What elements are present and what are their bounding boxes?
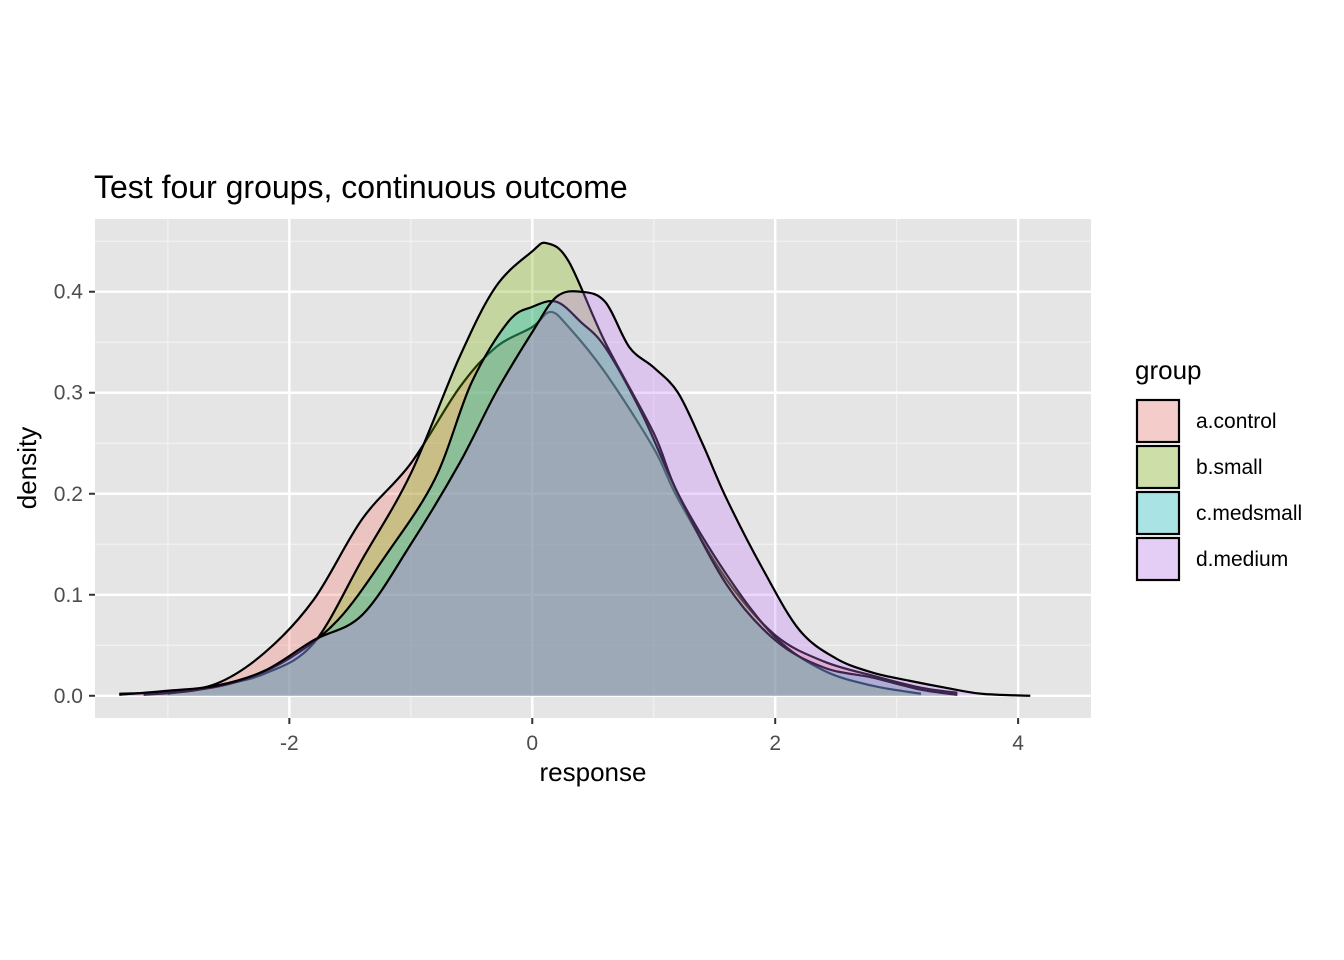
density-area-b-small [167, 242, 921, 696]
density-area-a-control [119, 311, 958, 696]
legend: group a.control b.small c.medsmall d.medium [1135, 355, 1302, 582]
legend-items: a.control b.small c.medsmall d.medium [1135, 398, 1302, 582]
legend-key-background [1136, 399, 1180, 443]
legend-swatch [1135, 398, 1181, 444]
density-line-b-small [167, 241, 922, 695]
legend-swatch [1135, 536, 1181, 582]
plot-panel [95, 219, 1091, 718]
minor-gridlines [95, 219, 1091, 718]
legend-key-background [1136, 491, 1180, 535]
density-line-d-medium [119, 290, 1031, 697]
y-tick-label: 0.2 [54, 483, 83, 506]
legend-title: group [1135, 355, 1202, 385]
legend-key-background [1136, 537, 1180, 581]
density-area-d-medium [119, 291, 1031, 696]
density-areas [119, 241, 1031, 697]
y-axis: 0.0 0.1 0.2 0.3 0.4 [54, 281, 95, 708]
x-tick-label: 0 [526, 732, 538, 755]
x-tick-label: 2 [769, 732, 781, 755]
major-gridlines [95, 219, 1091, 718]
x-tick-label: 4 [1012, 732, 1024, 755]
x-axis: -2 0 2 4 [280, 718, 1024, 755]
legend-label: a.control [1196, 410, 1277, 433]
density-area-c-medsmall [143, 301, 958, 696]
y-tick-label: 0.1 [54, 584, 83, 607]
legend-label: c.medsmall [1196, 502, 1302, 525]
x-tick-label: -2 [280, 732, 299, 755]
y-tick-label: 0.0 [54, 685, 83, 708]
legend-label: b.small [1196, 456, 1263, 479]
legend-swatch [1135, 490, 1181, 536]
y-axis-title: density [12, 427, 42, 509]
y-tick-label: 0.3 [54, 382, 83, 405]
density-line-a-control [119, 310, 958, 695]
chart-title: Test four groups, continuous outcome [94, 169, 628, 205]
y-tick-label: 0.4 [54, 281, 84, 304]
legend-key-background [1136, 445, 1180, 489]
x-axis-title: response [540, 757, 647, 787]
legend-swatch [1135, 444, 1181, 490]
legend-label: d.medium [1196, 548, 1288, 571]
